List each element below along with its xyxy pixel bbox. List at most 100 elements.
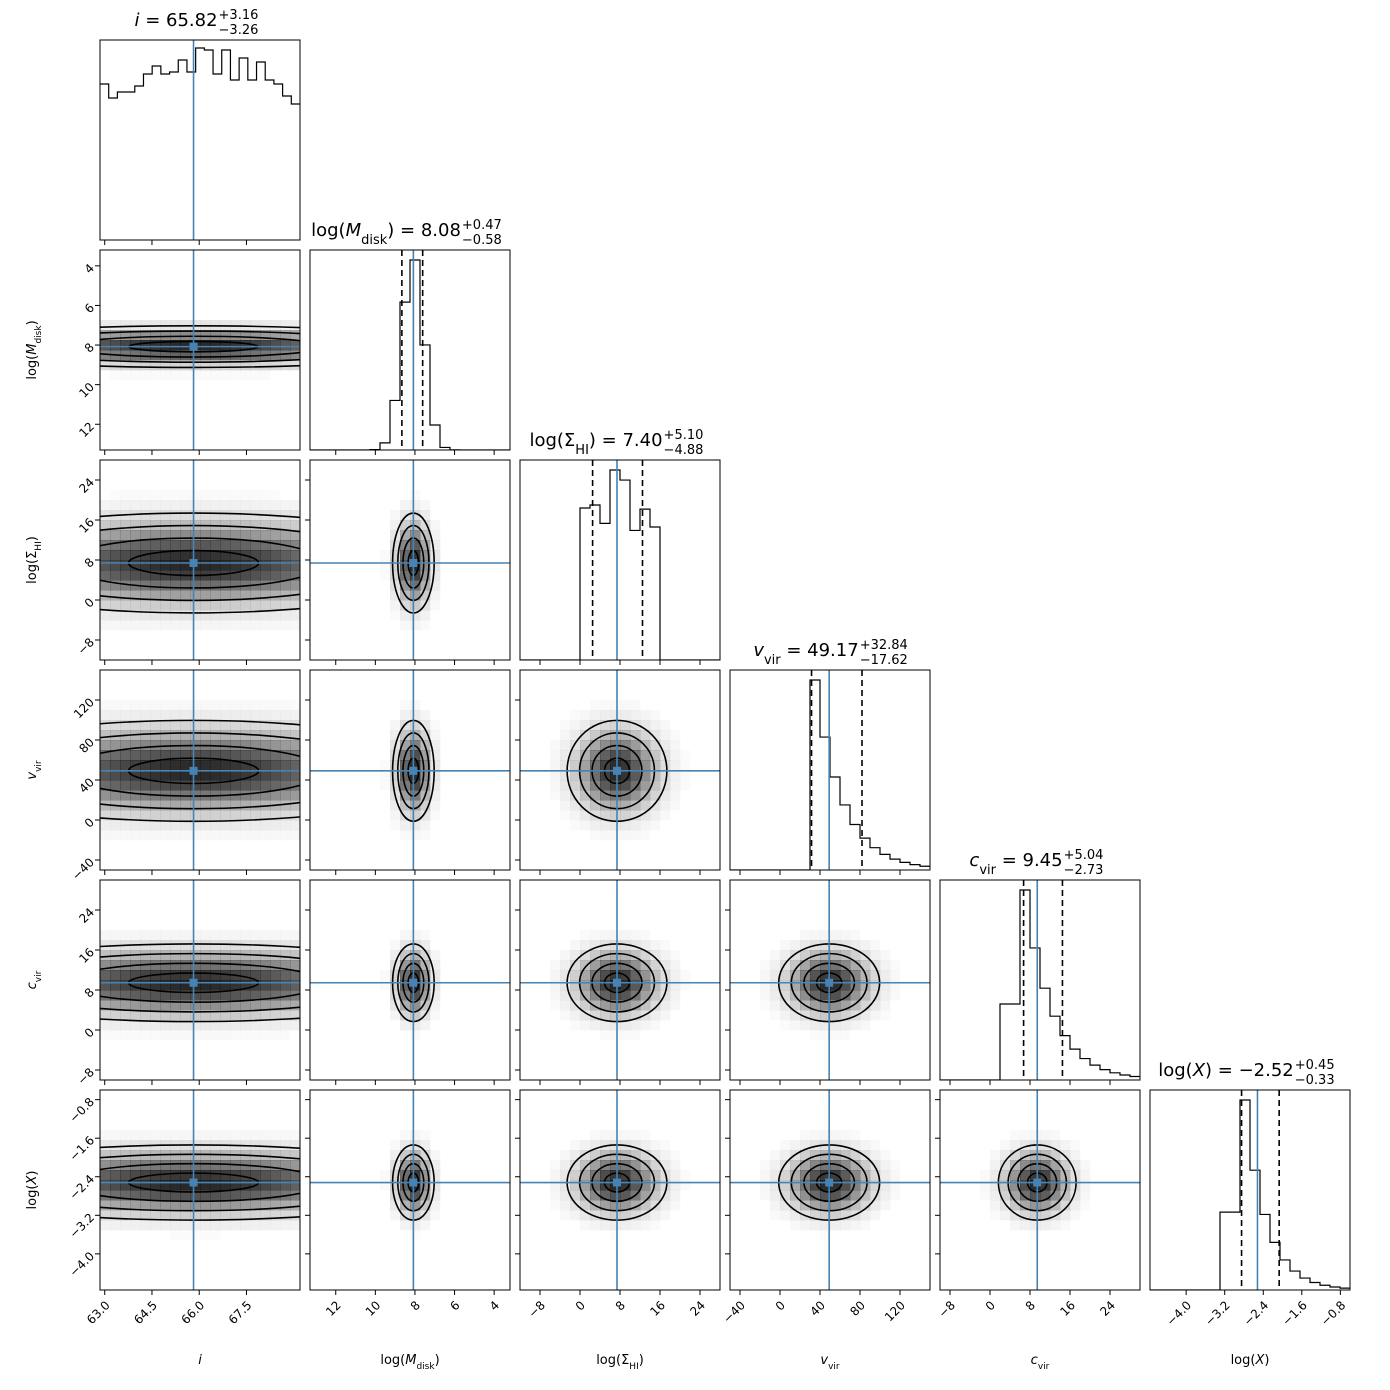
density-cell bbox=[170, 1220, 181, 1231]
density-cell bbox=[390, 940, 400, 950]
density-cell bbox=[260, 1000, 271, 1011]
density-cell bbox=[170, 350, 181, 361]
density-cell bbox=[110, 550, 121, 561]
density-cell bbox=[230, 1020, 241, 1031]
density-cell bbox=[640, 1180, 651, 1191]
density-cell bbox=[150, 1000, 161, 1011]
density-cell bbox=[820, 1200, 831, 1211]
density-cell bbox=[200, 500, 211, 511]
truth-marker bbox=[409, 978, 418, 987]
density-cell bbox=[610, 1210, 621, 1221]
density-cell bbox=[150, 1020, 161, 1031]
title-minus-logM: −0.58 bbox=[462, 233, 502, 248]
density-cell bbox=[640, 1220, 650, 1230]
density-cell bbox=[560, 1180, 571, 1191]
density-cell bbox=[620, 810, 631, 821]
density-cell bbox=[160, 370, 170, 380]
density-cell bbox=[260, 1160, 271, 1171]
density-cell bbox=[190, 1220, 201, 1231]
density-cell bbox=[230, 1220, 241, 1231]
density-cell bbox=[160, 800, 171, 811]
density-cell bbox=[610, 970, 621, 981]
density-cell bbox=[150, 1220, 161, 1231]
density-cell bbox=[110, 1000, 121, 1011]
panel-frame bbox=[1149, 1089, 1351, 1291]
density-cell bbox=[240, 980, 251, 991]
density-cell bbox=[200, 360, 211, 371]
density-cell bbox=[580, 1160, 591, 1171]
density-cell bbox=[400, 1170, 411, 1181]
density-cell bbox=[200, 730, 211, 741]
density-cell bbox=[660, 960, 671, 971]
density-cell bbox=[840, 1210, 851, 1221]
density-cell bbox=[200, 1200, 211, 1211]
density-cell bbox=[1050, 1190, 1061, 1201]
density-cell bbox=[210, 1220, 221, 1231]
density-cell bbox=[600, 810, 611, 821]
density-cell bbox=[160, 700, 170, 710]
density-cell bbox=[160, 1020, 171, 1031]
density-cell bbox=[770, 1190, 781, 1201]
panel-frame bbox=[309, 669, 511, 871]
density-cell bbox=[220, 830, 230, 840]
density-cell bbox=[290, 1010, 300, 1021]
density-cell bbox=[840, 950, 851, 961]
density-cell bbox=[190, 800, 201, 811]
density-cell bbox=[190, 1210, 201, 1221]
density-cell bbox=[880, 1180, 891, 1191]
density-cell bbox=[110, 970, 121, 981]
density-cell bbox=[430, 550, 441, 561]
density-cell bbox=[170, 730, 181, 741]
density-cell bbox=[220, 700, 230, 710]
ytick-label-logS-4: 24 bbox=[76, 475, 97, 496]
density-cell bbox=[210, 1160, 221, 1171]
density-cell bbox=[100, 700, 110, 710]
density-cell bbox=[120, 540, 131, 551]
density-cell bbox=[400, 1150, 411, 1161]
density-cell bbox=[400, 930, 410, 940]
density-cell bbox=[120, 710, 131, 721]
density-cell bbox=[820, 1160, 831, 1171]
density-cell bbox=[860, 990, 871, 1001]
density-cell bbox=[430, 980, 441, 991]
density-cell bbox=[240, 800, 251, 811]
density-cell bbox=[280, 1200, 291, 1211]
density-cell bbox=[240, 370, 250, 380]
density-cell bbox=[140, 930, 150, 940]
title-minus-i: −3.26 bbox=[219, 23, 259, 38]
density-cell bbox=[190, 700, 200, 710]
density-cell bbox=[1000, 1200, 1011, 1211]
density-cell bbox=[220, 930, 231, 941]
density-cell bbox=[160, 1130, 170, 1140]
ytick-label-logX-3: −1.6 bbox=[67, 1133, 98, 1164]
density-cell bbox=[250, 1020, 261, 1031]
density-cell bbox=[150, 330, 161, 341]
density-cell bbox=[290, 700, 300, 710]
title-i: i = 65.82 bbox=[134, 10, 217, 31]
density-cell bbox=[230, 510, 241, 521]
density-cell bbox=[650, 820, 660, 830]
density-cell bbox=[840, 1010, 851, 1021]
density-cell bbox=[100, 780, 111, 791]
density-cell bbox=[150, 990, 161, 1001]
density-cell bbox=[400, 1010, 411, 1021]
density-cell bbox=[220, 960, 231, 971]
density-cell bbox=[180, 1170, 191, 1181]
density-cell bbox=[430, 750, 441, 761]
density-cell bbox=[260, 520, 271, 531]
density-cell bbox=[260, 340, 271, 351]
density-cell bbox=[280, 360, 291, 371]
density-cell bbox=[100, 1130, 110, 1140]
density-cell bbox=[200, 940, 211, 951]
panel-logM-hist: log(Mdisk) = 8.08 +0.47−0.58 bbox=[309, 218, 511, 455]
density-cell bbox=[810, 1160, 821, 1171]
density-cell bbox=[220, 550, 231, 561]
density-cell bbox=[240, 600, 251, 611]
density-cell bbox=[620, 930, 630, 940]
density-cell bbox=[290, 810, 300, 821]
density-cell bbox=[580, 790, 591, 801]
density-cell bbox=[1030, 1130, 1040, 1140]
density-cell bbox=[170, 550, 181, 561]
density-cell bbox=[130, 820, 141, 831]
density-cell bbox=[180, 360, 191, 371]
